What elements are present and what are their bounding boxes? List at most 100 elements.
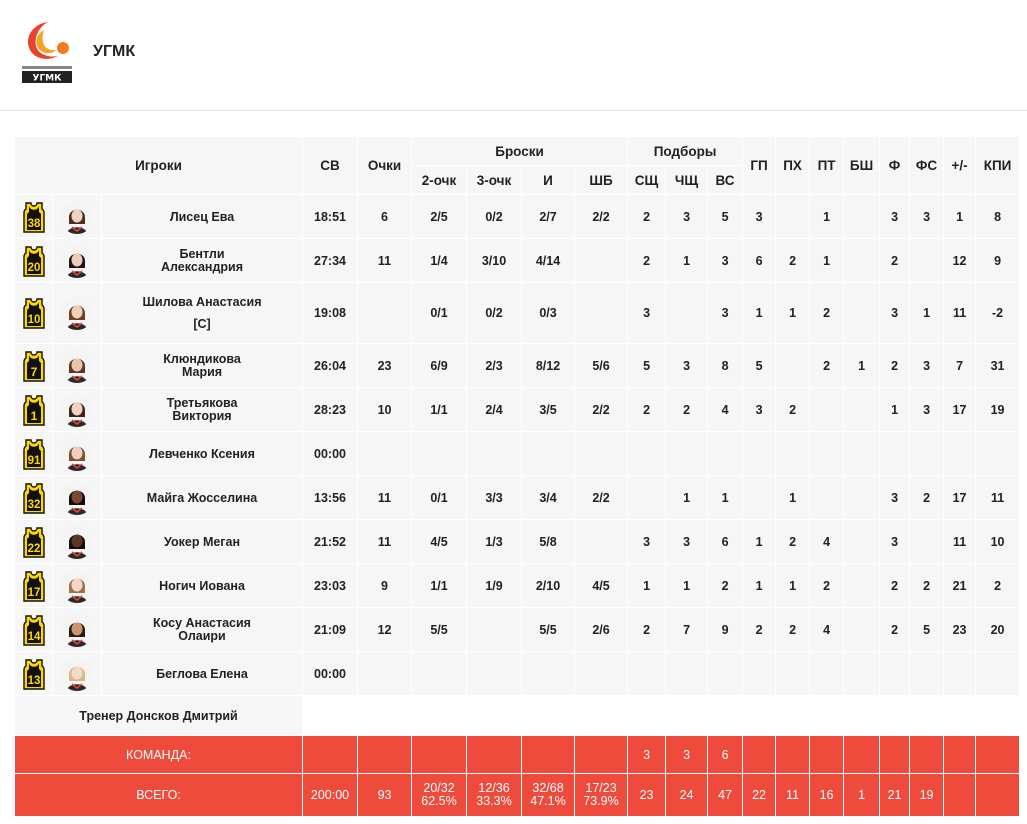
col-steals[interactable]: ПХ	[775, 136, 811, 195]
col-offensive-rebounds[interactable]: СЩ	[627, 165, 667, 195]
stat-dreb: 2	[665, 387, 709, 432]
player-row[interactable]: 17 Ногич Иована 23:03 9 1/1 1/9 2/10 4/5 1 1 2 1 1 2 2…	[14, 563, 1021, 608]
player-name[interactable]: Клюндикова Мария	[100, 343, 304, 388]
stat-time: 26:04	[302, 343, 359, 388]
col-total-rebounds[interactable]: ВС	[707, 165, 744, 195]
stat-blk	[843, 519, 881, 564]
stat-fg: 2/7	[521, 194, 576, 239]
avatar-cell	[52, 651, 102, 696]
player-name[interactable]: Ногич Иована	[100, 563, 304, 608]
stat-time: 00:00	[302, 651, 359, 696]
player-row[interactable]: 10 Шилова Анастасия [C] 19:08 0/1 0/2 0/3 3 3 1 1 2…	[14, 282, 1021, 344]
stat-ast: 5	[742, 343, 777, 388]
stat-pm: 17	[943, 387, 977, 432]
col-points[interactable]: Очки	[357, 136, 413, 195]
col-free-throws[interactable]: ШБ	[574, 165, 629, 195]
player-avatar	[60, 656, 94, 691]
team-row: КОМАНДА: 3 3 6	[13, 735, 1021, 774]
player-name[interactable]: Косу Анастасия Олаири	[100, 607, 304, 652]
stat-stl: 2	[775, 238, 811, 283]
player-name[interactable]: Беглова Елена	[100, 651, 304, 696]
total-fd: 19	[909, 773, 945, 817]
player-name[interactable]: Третьякова Виктория	[100, 387, 304, 432]
stat-fg: 3/4	[521, 475, 576, 520]
player-name[interactable]: Левченко Ксения	[100, 431, 304, 476]
player-row[interactable]: 1 Третьякова Виктория 28:23 10 1/1 2/4 3/5 2/2 2 2…	[14, 387, 1021, 432]
stat-pf: 2	[879, 607, 911, 652]
stat-points: 11	[357, 519, 413, 564]
stat-blk	[843, 607, 881, 652]
player-avatar	[60, 243, 94, 278]
col-plus-minus[interactable]: +/-	[943, 136, 977, 195]
stat-oreb: 2	[627, 194, 667, 239]
player-row[interactable]: 7 Клюндикова Мария 26:04 23 6/9 2/3 8/12 5/6 5 3 8 5…	[14, 343, 1021, 388]
stat-points	[357, 282, 413, 344]
col-fouls-drawn[interactable]: ФС	[909, 136, 945, 195]
jersey-icon: 10	[22, 298, 45, 329]
jersey-number: 7	[30, 365, 37, 379]
player-row[interactable]: 13 Беглова Елена 00:00	[14, 651, 1021, 696]
col-turnovers[interactable]: ПТ	[809, 136, 845, 195]
avatar-cell	[52, 519, 102, 564]
player-row[interactable]: 22 Уокер Меган 21:52 11 4/5 1/3 5/8 3 3 6 1 2 4 3 11 10	[14, 519, 1021, 564]
jersey-number: 14	[27, 631, 40, 643]
stat-two: 0/1	[411, 475, 468, 520]
col-two-pointers[interactable]: 2-очк	[411, 165, 468, 195]
stat-stl: 2	[775, 519, 811, 564]
jersey-icon: 20	[22, 245, 45, 277]
jersey-number: 22	[27, 543, 40, 555]
stat-pm: 11	[943, 519, 977, 564]
player-avatar	[60, 524, 94, 559]
stat-two: 5/5	[411, 607, 468, 652]
player-name[interactable]: Майга Жосселина	[100, 475, 304, 520]
total-treb: 47	[707, 773, 744, 817]
col-assists[interactable]: ГП	[742, 136, 777, 195]
team-oreb: 3	[627, 735, 667, 774]
stat-oreb: 5	[627, 343, 667, 388]
stat-treb: 9	[707, 607, 744, 652]
total-points: 93	[357, 773, 413, 817]
stat-time: 27:34	[302, 238, 359, 283]
stat-treb: 4	[707, 387, 744, 432]
player-avatar	[60, 392, 94, 427]
stat-treb: 1	[707, 475, 744, 520]
stat-ast: 1	[742, 282, 777, 344]
stat-fd: 1	[909, 282, 945, 344]
stat-time: 19:08	[302, 282, 359, 344]
col-time[interactable]: СВ	[302, 136, 359, 195]
stat-tov: 4	[809, 519, 845, 564]
stat-treb	[707, 651, 744, 696]
col-three-pointers[interactable]: 3-очк	[466, 165, 523, 195]
stat-dreb: 1	[665, 475, 709, 520]
stat-time: 21:09	[302, 607, 359, 652]
col-field-goals[interactable]: И	[521, 165, 576, 195]
player-name[interactable]: Бентли Александрия	[100, 238, 304, 283]
stat-oreb: 2	[627, 238, 667, 283]
col-efficiency[interactable]: КПИ	[975, 136, 1021, 195]
player-row[interactable]: 20 Бентли Александрия 27:34 11 1/4 3/10 4/14 2 1 3…	[14, 238, 1021, 283]
total-ft: 17/23 73.9%	[574, 773, 629, 817]
jersey-number: 38	[27, 218, 40, 230]
player-row[interactable]: 14 Косу Анастасия Олаири 21:09 12 5/5 5/5 2/6 2 7…	[14, 607, 1021, 652]
stat-stl	[775, 343, 811, 388]
stat-eff: 9	[975, 238, 1021, 283]
stat-blk	[843, 431, 881, 476]
player-name[interactable]: Лисец Ева	[100, 194, 304, 239]
jersey-icon: 17	[22, 570, 45, 602]
player-avatar	[60, 436, 94, 471]
player-name[interactable]: Шилова Анастасия [C]	[100, 282, 304, 344]
stat-ft: 4/5	[574, 563, 629, 608]
jersey-number: 1	[30, 409, 37, 423]
player-row[interactable]: 91 Левченко Ксения 00:00	[14, 431, 1021, 476]
col-fouls[interactable]: Ф	[879, 136, 911, 195]
jersey-icon: 1	[22, 394, 45, 426]
player-row[interactable]: 32 Майга Жосселина 13:56 11 0/1 3/3 3/4 2/2 1 1 1 3…	[14, 475, 1021, 520]
player-name[interactable]: Уокер Меган	[100, 519, 304, 564]
player-row[interactable]: 38 Лисец Ева 18:51 6 2/5 0/2 2/7 2/2 2 3 5 3 1 3 3 1 8	[14, 194, 1021, 239]
stat-three: 3/3	[466, 475, 523, 520]
stat-time: 23:03	[302, 563, 359, 608]
col-blocks[interactable]: БШ	[843, 136, 881, 195]
stat-pf: 3	[879, 282, 911, 344]
col-players[interactable]: Игроки	[13, 136, 304, 195]
col-defensive-rebounds[interactable]: ЧЩ	[665, 165, 709, 195]
